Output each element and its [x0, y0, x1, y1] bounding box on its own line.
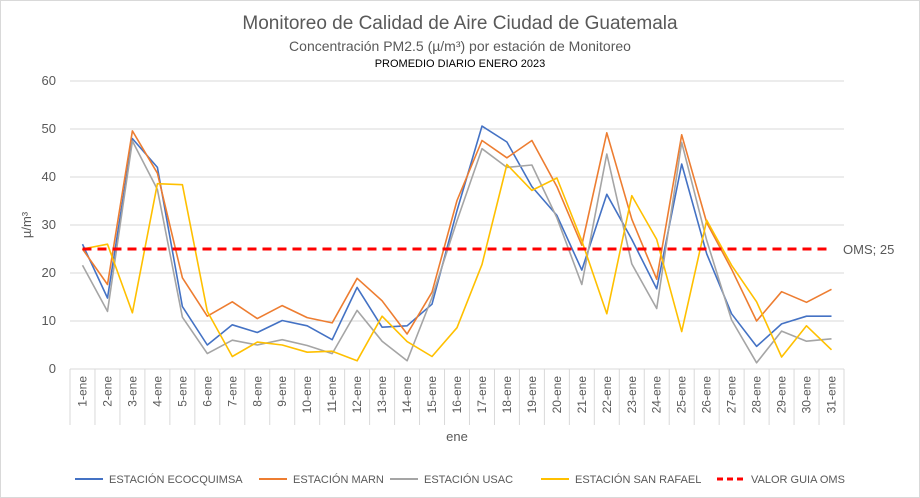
x-tick-label: 2-ene	[100, 376, 114, 407]
x-tick-label: 21-ene	[575, 376, 589, 414]
series-line-2	[81, 130, 832, 335]
legend: ESTACIÓN ECOCQUIMSA ESTACIÓN MARN ESTACIÓN…	[75, 473, 845, 486]
series-line-4	[82, 163, 833, 362]
y-tick-label: 20	[42, 265, 56, 280]
x-tick-label: 23-ene	[625, 376, 639, 414]
x-tick-label: 1-ene	[75, 376, 89, 407]
x-tick-label: 8-ene	[250, 376, 264, 407]
series-line-3	[81, 140, 832, 364]
legend-label: VALOR GUIA OMS	[751, 474, 845, 486]
x-tick-label: 30-ene	[800, 376, 814, 414]
y-axis-ticks: 0 10 20 30 40 50 60	[42, 73, 56, 376]
x-axis-title: ene	[446, 429, 468, 444]
x-tick-label: 3-ene	[125, 376, 139, 407]
chart-title: Monitoreo de Calidad de Aire Ciudad de G…	[242, 13, 678, 34]
y-tick-label: 60	[42, 73, 56, 88]
legend-label: ESTACIÓN SAN RAFAEL	[575, 473, 701, 486]
x-tick-label: 18-ene	[500, 376, 514, 414]
x-axis-ticks: 1-ene 2-ene 3-ene 4-ene 5-ene 6-ene 7-ene 8-ene…	[69, 369, 845, 425]
legend-label: ESTACIÓN ECOCQUIMSA	[109, 473, 243, 486]
x-tick-label: 7-ene	[225, 376, 239, 407]
x-tick-label: 15-ene	[425, 376, 439, 414]
x-tick-label: 4-ene	[150, 376, 164, 407]
y-tick-label: 40	[42, 169, 56, 184]
y-tick-label: 10	[42, 313, 56, 328]
chart-subtitle: Concentración PM2.5 (µ/m³) por estación …	[289, 38, 631, 54]
chart-subsubtitle: PROMEDIO DIARIO ENERO 2023	[375, 58, 546, 70]
y-tick-label: 50	[42, 121, 56, 136]
x-tick-label: 5-ene	[175, 376, 189, 407]
x-tick-label: 29-ene	[775, 376, 789, 414]
reference-line-label: OMS; 25	[843, 242, 894, 257]
y-tick-label: 0	[49, 361, 56, 376]
x-tick-label: 12-ene	[350, 376, 364, 414]
x-tick-label: 22-ene	[600, 376, 614, 414]
x-tick-label: 27-ene	[725, 376, 739, 414]
x-tick-label: 24-ene	[650, 376, 664, 414]
x-tick-label: 6-ene	[200, 376, 214, 407]
y-tick-label: 30	[42, 217, 56, 232]
x-tick-label: 11-ene	[325, 376, 339, 413]
x-tick-label: 31-ene	[825, 376, 839, 414]
x-tick-label: 13-ene	[375, 376, 389, 414]
x-tick-label: 25-ene	[675, 376, 689, 414]
x-tick-label: 10-ene	[300, 376, 314, 414]
y-axis-title: µ/m³	[19, 211, 34, 238]
series-lines	[81, 125, 833, 364]
legend-label: ESTACIÓN USAC	[424, 473, 513, 486]
x-tick-label: 20-ene	[550, 376, 564, 414]
x-tick-label: 26-ene	[700, 376, 714, 414]
x-tick-label: 16-ene	[450, 376, 464, 414]
x-tick-label: 19-ene	[525, 376, 539, 414]
x-tick-label: 14-ene	[400, 376, 414, 414]
x-tick-label: 9-ene	[275, 376, 289, 407]
series-line-1	[81, 125, 832, 348]
x-tick-label: 28-ene	[750, 376, 764, 414]
legend-label: ESTACIÓN MARN	[293, 473, 384, 486]
x-tick-label: 17-ene	[475, 376, 489, 414]
